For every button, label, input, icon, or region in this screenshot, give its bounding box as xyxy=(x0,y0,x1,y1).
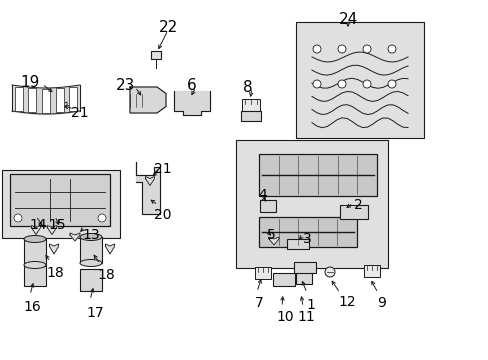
Bar xyxy=(28,89,36,112)
Text: 2: 2 xyxy=(353,198,362,212)
Bar xyxy=(339,205,367,219)
Polygon shape xyxy=(47,225,57,234)
Polygon shape xyxy=(105,244,114,254)
Circle shape xyxy=(312,80,320,88)
Bar xyxy=(236,140,387,268)
Bar xyxy=(286,239,308,249)
Text: 14: 14 xyxy=(29,218,47,232)
Bar xyxy=(10,174,110,226)
Polygon shape xyxy=(70,233,80,241)
Circle shape xyxy=(14,214,22,222)
Text: 16: 16 xyxy=(23,300,41,314)
Bar xyxy=(259,217,356,247)
Bar xyxy=(293,261,315,273)
Text: 6: 6 xyxy=(187,78,197,93)
Polygon shape xyxy=(145,176,154,185)
Text: 12: 12 xyxy=(338,295,355,309)
Bar xyxy=(69,87,77,111)
Text: 21: 21 xyxy=(154,162,171,176)
Text: 24: 24 xyxy=(338,12,357,27)
Bar xyxy=(254,267,270,279)
Text: 22: 22 xyxy=(158,20,177,35)
Text: 17: 17 xyxy=(86,306,103,320)
Text: 18: 18 xyxy=(46,266,64,280)
Circle shape xyxy=(312,45,320,53)
Bar xyxy=(295,22,423,138)
Circle shape xyxy=(337,45,346,53)
Ellipse shape xyxy=(24,235,46,243)
Text: 1: 1 xyxy=(306,298,315,312)
Text: 18: 18 xyxy=(97,268,115,282)
Polygon shape xyxy=(136,162,160,214)
Text: 7: 7 xyxy=(254,296,263,310)
Text: 5: 5 xyxy=(266,228,275,242)
Bar xyxy=(272,273,294,285)
Bar xyxy=(24,266,46,286)
Bar xyxy=(295,270,311,284)
Text: 13: 13 xyxy=(82,228,100,242)
Text: 23: 23 xyxy=(116,78,135,93)
Polygon shape xyxy=(31,225,41,234)
Circle shape xyxy=(362,45,370,53)
Circle shape xyxy=(98,214,106,222)
Bar xyxy=(80,237,102,263)
Bar xyxy=(363,265,379,277)
Text: 9: 9 xyxy=(377,296,386,310)
Bar xyxy=(151,51,161,59)
Bar xyxy=(242,99,260,111)
Bar xyxy=(56,89,63,112)
Text: 10: 10 xyxy=(276,310,293,324)
Bar xyxy=(15,87,23,111)
Ellipse shape xyxy=(80,260,102,266)
Polygon shape xyxy=(174,91,209,115)
Polygon shape xyxy=(130,87,165,113)
Ellipse shape xyxy=(24,261,46,269)
Bar xyxy=(2,170,120,238)
Text: 19: 19 xyxy=(20,75,40,90)
Circle shape xyxy=(387,80,395,88)
Text: 20: 20 xyxy=(154,208,171,222)
Bar xyxy=(259,154,376,196)
Circle shape xyxy=(362,80,370,88)
Text: 11: 11 xyxy=(297,310,314,324)
Text: 21: 21 xyxy=(71,106,89,120)
Text: 15: 15 xyxy=(48,218,66,232)
Polygon shape xyxy=(268,237,279,245)
Circle shape xyxy=(387,45,395,53)
Bar xyxy=(42,89,50,113)
Bar xyxy=(260,200,275,212)
Bar xyxy=(80,269,102,291)
Text: 4: 4 xyxy=(258,188,267,202)
Text: 3: 3 xyxy=(302,232,311,246)
Circle shape xyxy=(337,80,346,88)
Polygon shape xyxy=(57,102,67,112)
Bar xyxy=(24,239,46,265)
Bar xyxy=(241,111,261,121)
Ellipse shape xyxy=(80,234,102,240)
Text: 8: 8 xyxy=(243,80,252,95)
Polygon shape xyxy=(49,244,59,254)
Circle shape xyxy=(325,267,334,277)
